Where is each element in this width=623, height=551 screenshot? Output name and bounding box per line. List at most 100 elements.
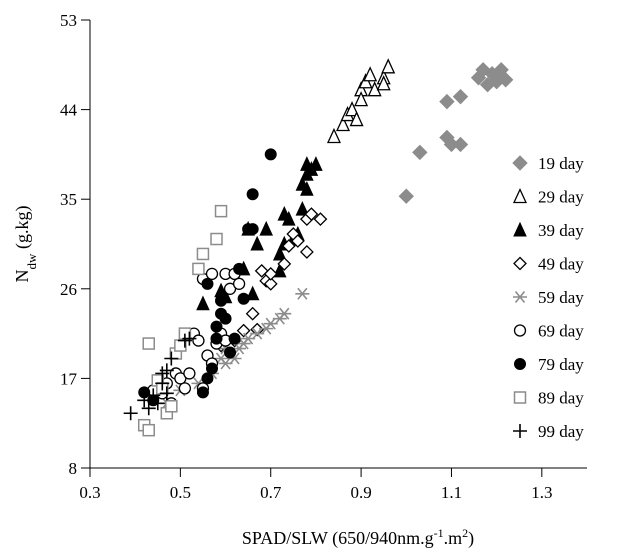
data-points	[123, 58, 514, 437]
point-59-day	[295, 287, 310, 300]
point-29-day	[326, 127, 341, 144]
point-19-day	[488, 74, 505, 90]
point-99-day	[150, 396, 165, 411]
x-tick-label: 0.5	[170, 483, 191, 502]
point-19-day	[439, 93, 455, 110]
legend-marker-79-day	[514, 358, 526, 370]
point-49-day	[250, 322, 265, 337]
y-tick-label: 53	[60, 11, 77, 30]
point-69-day	[192, 334, 205, 347]
point-39-day	[259, 220, 273, 236]
series-19-day	[398, 62, 514, 204]
x-tick-label: 1.1	[441, 483, 462, 502]
series-79-day	[138, 148, 277, 407]
legend-label-29-day: 29 day	[538, 188, 584, 207]
legend-label-99-day: 99 day	[538, 422, 584, 441]
point-69-day	[183, 367, 196, 380]
legend-marker-89-day	[513, 391, 527, 404]
x-axis-title-mid: .m	[444, 528, 463, 548]
point-49-day	[299, 245, 314, 259]
x-tick-label: 1.3	[531, 483, 552, 502]
series-29-day	[326, 58, 396, 144]
point-99-day	[182, 331, 197, 346]
point-99-day	[141, 401, 156, 416]
point-29-day	[376, 75, 391, 91]
legend-item-19-day: 19 day	[512, 154, 584, 173]
x-axis-title-sup2: 2	[462, 526, 468, 540]
point-49-day	[290, 234, 305, 248]
y-axis-title-subscript: dw	[24, 253, 39, 270]
x-axis-title-close: )	[468, 528, 474, 549]
legend-marker-29-day	[512, 187, 528, 204]
legend-marker-49-day	[513, 256, 527, 271]
point-39-day	[309, 156, 323, 171]
point-89-day	[196, 247, 210, 261]
point-69-day	[232, 277, 246, 290]
point-79-day	[210, 320, 223, 333]
legend-label-69-day: 69 day	[538, 322, 584, 341]
legend-item-59-day: 59 day	[513, 288, 584, 307]
point-79-day	[205, 362, 218, 375]
point-99-day	[159, 363, 174, 378]
legend-marker-19-day	[512, 155, 528, 171]
y-tick-label: 26	[60, 280, 77, 299]
y-axis-title: Ndw (g.kg)	[12, 206, 39, 283]
y-tick-label: 8	[69, 459, 78, 478]
point-49-day	[263, 276, 278, 291]
point-39-day	[250, 235, 264, 251]
point-39-day	[272, 245, 287, 261]
point-79-day	[264, 148, 277, 161]
point-79-day	[215, 307, 228, 320]
point-89-day	[142, 337, 155, 350]
point-29-day	[336, 115, 351, 132]
legend-marker-69-day	[513, 324, 527, 337]
legend-marker-59-day	[513, 290, 527, 304]
point-29-day	[381, 58, 396, 74]
point-39-day	[295, 200, 310, 216]
point-89-day	[142, 423, 155, 437]
legend-label-89-day: 89 day	[538, 389, 584, 408]
point-79-day	[224, 346, 237, 359]
legend-label-59-day: 59 day	[538, 288, 584, 307]
point-79-day	[237, 292, 250, 305]
legend-label-19-day: 19 day	[538, 154, 584, 173]
axis-titles: Ndw (g.kg) SPAD/SLW (650/940nm.g-1.m2)	[12, 206, 474, 549]
point-59-day	[277, 307, 292, 320]
legend-item-39-day: 39 day	[513, 221, 584, 240]
x-tick-label: 0.7	[260, 483, 282, 502]
point-29-day	[345, 101, 360, 117]
point-79-day	[215, 294, 228, 307]
point-79-day	[201, 372, 214, 385]
point-19-day	[412, 144, 428, 161]
series-99-day	[123, 331, 197, 421]
legend-item-79-day: 79 day	[514, 355, 584, 374]
point-49-day	[277, 256, 292, 271]
point-79-day	[246, 188, 259, 201]
legend-label-39-day: 39 day	[538, 221, 584, 240]
point-99-day	[123, 406, 138, 421]
y-tick-label: 35	[60, 190, 77, 209]
x-axis-title-main: SPAD/SLW (650/940nm.g	[242, 528, 434, 549]
point-99-day	[137, 393, 152, 408]
point-29-day	[363, 66, 378, 82]
point-99-day	[159, 386, 174, 401]
point-19-day	[398, 188, 414, 204]
point-99-day	[146, 388, 161, 403]
point-89-day	[210, 232, 223, 246]
y-tick-label: 44	[60, 101, 78, 120]
legend-label-49-day: 49 day	[538, 255, 584, 274]
y-axis-title-main: N	[12, 269, 32, 282]
x-axis-title-sup1: -1	[434, 526, 444, 540]
y-tick-label: 17	[60, 369, 78, 388]
point-79-day	[210, 332, 223, 345]
point-19-day	[452, 88, 469, 105]
y-axis-title-unit: (g.kg)	[12, 206, 33, 254]
point-49-day	[281, 239, 296, 253]
point-89-day	[192, 262, 205, 276]
point-79-day	[196, 386, 209, 399]
point-79-day	[201, 277, 214, 290]
series-49-day	[214, 207, 328, 353]
point-39-day	[300, 181, 314, 196]
legend-item-29-day: 29 day	[512, 187, 584, 207]
point-19-day	[470, 70, 487, 86]
